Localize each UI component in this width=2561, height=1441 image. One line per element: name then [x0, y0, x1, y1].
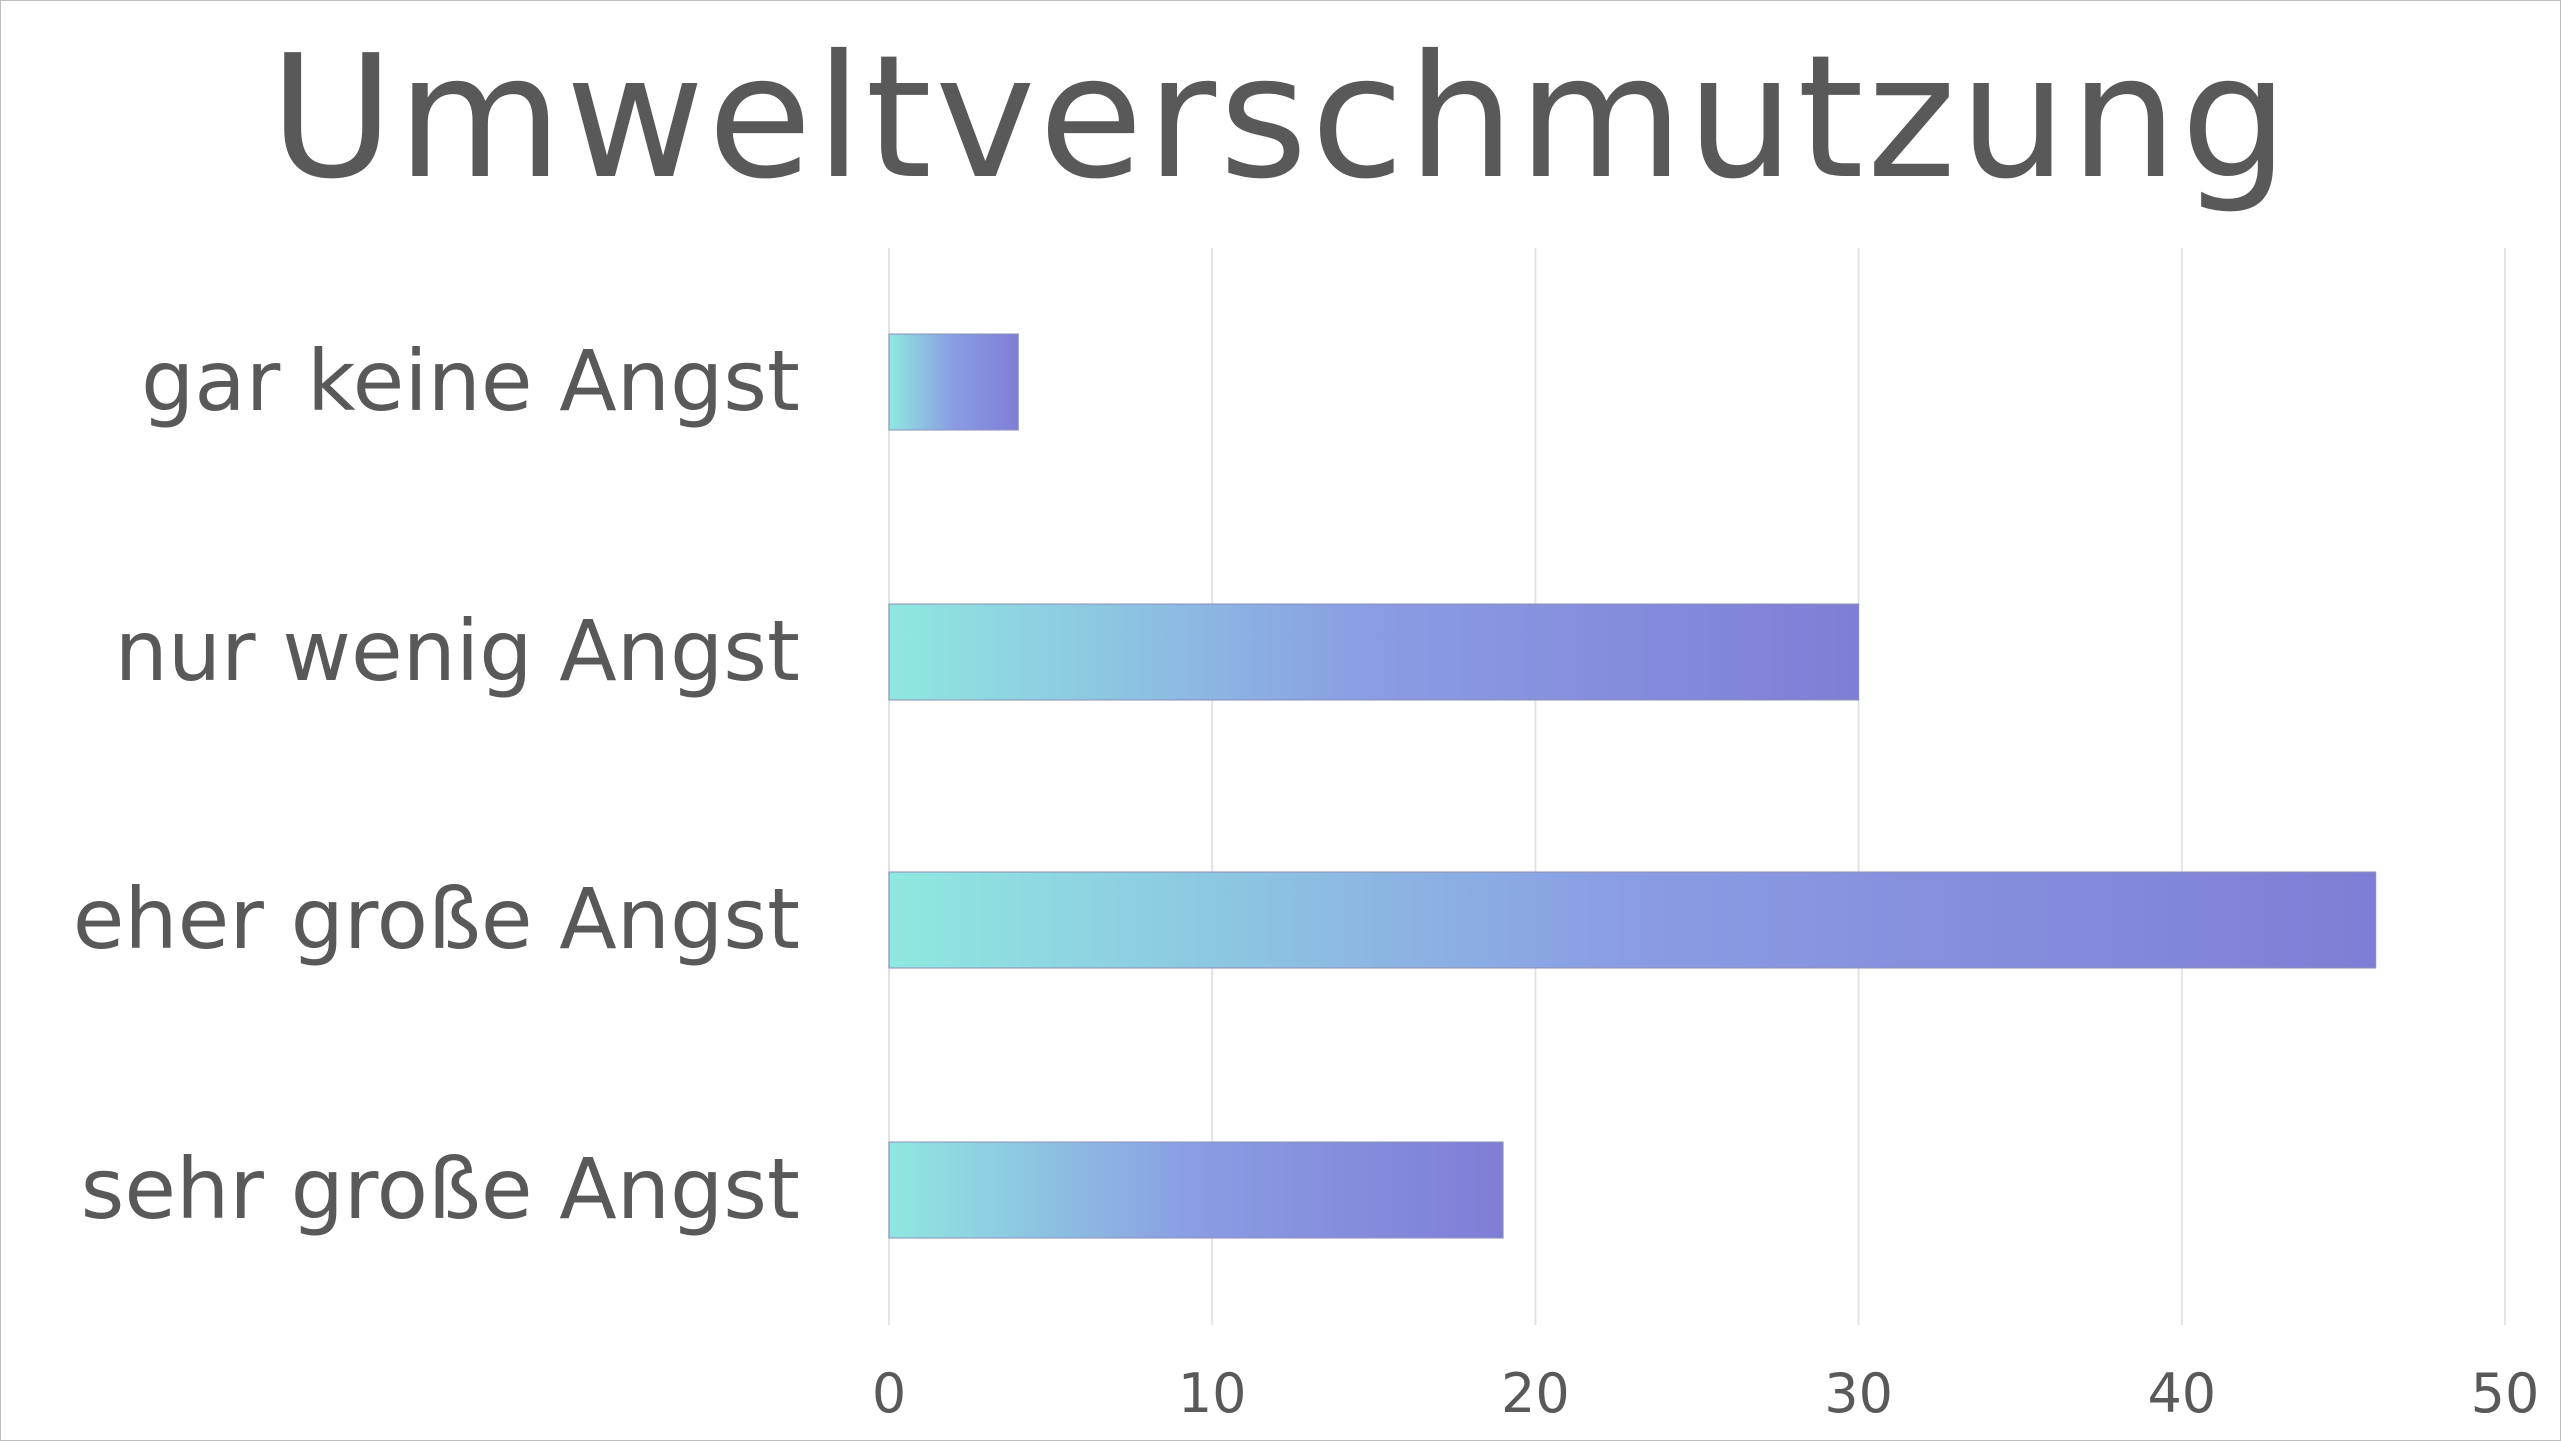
x-tick-label: 20 [1501, 1362, 1570, 1425]
chart-title: Umweltverschmutzung [269, 19, 2292, 217]
gridlines [888, 248, 2506, 1325]
x-tick-label: 10 [1178, 1362, 1247, 1425]
bar [888, 1141, 1504, 1239]
bar [888, 603, 1860, 701]
category-label: sehr große Angst [81, 1140, 800, 1238]
category-labels: gar keine Angst nur wenig Angst eher große… [73, 332, 800, 1238]
category-label: nur wenig Angst [115, 602, 800, 700]
x-tick-label: 40 [2147, 1362, 2216, 1425]
x-tick-label: 0 [872, 1362, 906, 1425]
bars [888, 333, 2377, 1239]
bar [888, 333, 1019, 431]
category-label: eher große Angst [73, 870, 800, 968]
x-tick-labels: 0 10 20 30 40 50 [872, 1362, 2540, 1425]
bar [888, 871, 2377, 969]
x-tick-label: 30 [1824, 1362, 1893, 1425]
category-label: gar keine Angst [141, 332, 800, 430]
x-tick-label: 50 [2471, 1362, 2540, 1425]
